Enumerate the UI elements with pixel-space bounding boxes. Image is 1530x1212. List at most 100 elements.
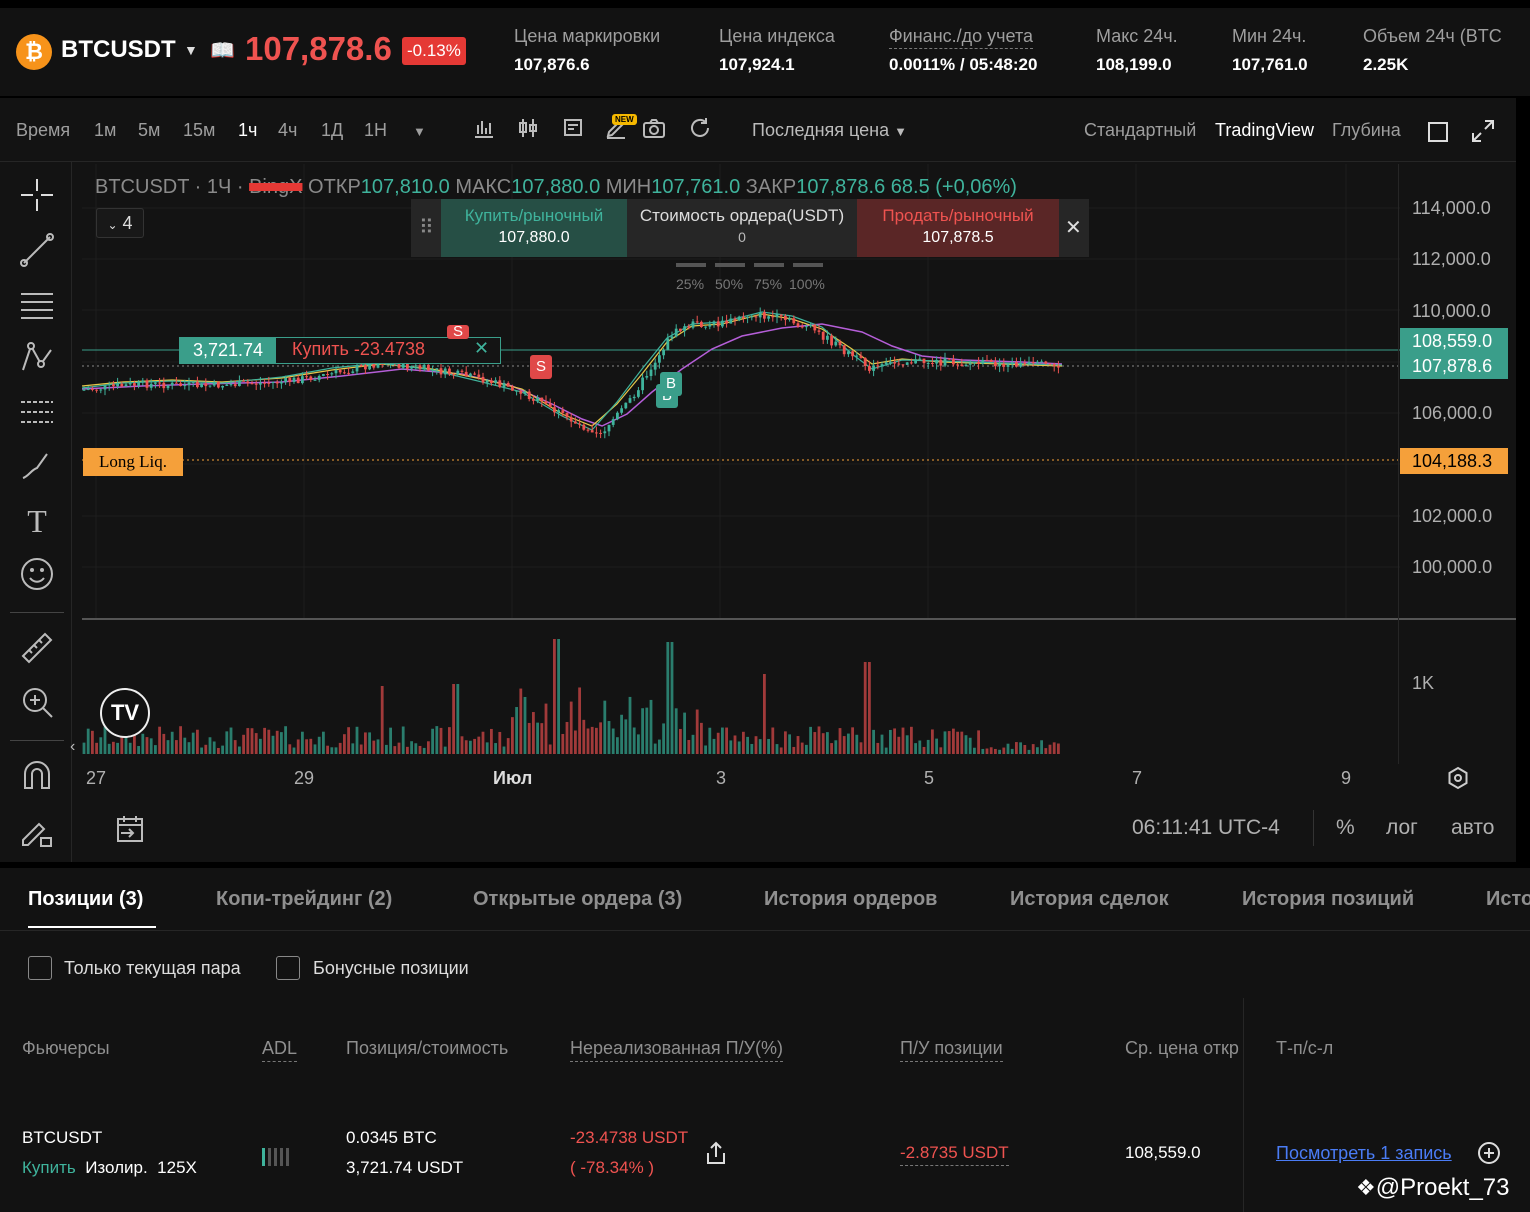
bonus-checkbox[interactable] — [276, 956, 300, 980]
pattern-icon[interactable] — [18, 340, 56, 378]
trendline-icon[interactable] — [18, 232, 56, 270]
auto-toggle[interactable]: авто — [1451, 816, 1495, 839]
add-tpsl-icon[interactable] — [1476, 1140, 1502, 1171]
tab-more[interactable]: Исто — [1486, 888, 1530, 910]
pct-bar-50[interactable] — [715, 263, 745, 267]
pct-label[interactable]: 25% — [676, 276, 705, 292]
view-tradingview[interactable]: TradingView — [1215, 120, 1315, 140]
chart-type-icon[interactable] — [516, 116, 540, 146]
col-unrealized[interactable]: Нереализованная П/У(%) — [570, 1038, 784, 1062]
buy-marker[interactable]: B — [660, 372, 682, 396]
bonus-label[interactable]: Бонусные позиции — [313, 958, 469, 978]
stat-funding[interactable]: Финанс./до учета 0.0011% / 05:48:20 — [889, 26, 1038, 74]
log-toggle[interactable]: лог — [1386, 816, 1418, 839]
sell-marker[interactable]: S — [447, 325, 469, 339]
indicators-collapse-button[interactable]: ⌄ 4 — [96, 208, 144, 238]
sell-marker[interactable]: S — [530, 355, 552, 379]
fullscreen-icon[interactable] — [1470, 118, 1496, 149]
candle-body — [826, 335, 829, 340]
tradingview-logo-icon[interactable]: TV — [100, 688, 150, 738]
goto-date-icon[interactable] — [115, 814, 145, 849]
camera-icon[interactable] — [642, 116, 666, 146]
tab-trade-history[interactable]: История сделок — [1010, 888, 1169, 910]
emoji-icon[interactable] — [18, 556, 56, 594]
candle-body — [985, 359, 989, 361]
drag-handle-icon[interactable]: ⠿ — [419, 217, 434, 239]
template-icon[interactable] — [562, 116, 586, 146]
brush-icon[interactable] — [18, 448, 56, 486]
chevron-down-icon[interactable]: ▼ — [184, 42, 198, 58]
lock-draw-icon[interactable] — [18, 812, 56, 850]
tf-4h[interactable]: 4ч — [278, 120, 298, 140]
pct-bar-75[interactable] — [754, 263, 784, 267]
pct-label[interactable]: 100% — [789, 276, 825, 292]
magnet-icon[interactable] — [18, 758, 56, 796]
candle-body — [179, 383, 182, 386]
fib-icon[interactable] — [18, 394, 56, 432]
volume-bar — [716, 732, 720, 754]
row-position-pnl[interactable]: -2.8735 USDT — [900, 1143, 1009, 1166]
order-value-input[interactable]: Стоимость ордера(USDT) 0 — [639, 206, 845, 245]
crosshair-icon[interactable] — [18, 177, 56, 215]
candle-body — [876, 365, 880, 367]
candle-body — [137, 381, 140, 386]
pct-label[interactable]: 75% — [754, 276, 783, 292]
volume-bar — [149, 738, 153, 754]
tab-copy-trading[interactable]: Копи-трейдинг (2) — [216, 888, 393, 910]
close-icon[interactable]: ✕ — [1065, 217, 1082, 239]
col-position-pnl[interactable]: П/У позиции — [900, 1038, 1003, 1062]
volume-bar — [708, 727, 712, 754]
tf-5m[interactable]: 5м — [138, 120, 161, 140]
candle-body — [242, 380, 245, 382]
view-standard[interactable]: Стандартный — [1084, 120, 1197, 140]
volume-bar — [1010, 748, 1014, 754]
pct-bar-100[interactable] — [793, 263, 823, 267]
book-icon[interactable]: 📖 — [210, 40, 235, 62]
text-tool-icon[interactable]: T — [27, 503, 47, 539]
symbol-selector[interactable]: BTCUSDT — [61, 36, 176, 63]
pct-label[interactable]: 50% — [715, 276, 744, 292]
refresh-icon[interactable] — [688, 116, 712, 146]
price-type-dropdown[interactable]: Последняя цена ▼ — [752, 120, 907, 140]
tf-1d[interactable]: 1Д — [321, 120, 344, 140]
market-sell-button[interactable]: Продать/рыночный 107,878.5 — [857, 199, 1059, 257]
chevron-left-icon[interactable]: ‹ — [70, 738, 76, 755]
tab-position-history[interactable]: История позиций — [1242, 888, 1415, 910]
percent-toggle[interactable]: % — [1336, 816, 1355, 839]
candle-body — [565, 412, 569, 418]
candle-body — [149, 383, 153, 388]
tf-1m[interactable]: 1м — [94, 120, 117, 140]
indicators-icon[interactable] — [472, 116, 496, 146]
share-icon[interactable] — [704, 1140, 728, 1171]
tab-order-history[interactable]: История ордеров — [764, 888, 938, 910]
volume-bar — [1036, 747, 1039, 754]
volume-bar — [212, 741, 216, 754]
volume-bar — [1052, 742, 1056, 754]
pane-divider[interactable] — [82, 618, 1516, 620]
settings-gear-icon[interactable] — [1446, 766, 1470, 795]
market-buy-button[interactable]: Купить/рыночный 107,880.0 — [441, 199, 627, 257]
horizontal-lines-icon[interactable] — [18, 286, 56, 324]
tf-15m[interactable]: 15м — [183, 120, 216, 140]
tab-open-orders[interactable]: Открытые ордера (3) — [473, 888, 683, 910]
row-symbol[interactable]: BTCUSDT — [22, 1128, 103, 1147]
zoom-in-icon[interactable] — [18, 684, 56, 722]
tf-1h[interactable]: 1ч — [238, 120, 258, 140]
square-layout-icon[interactable] — [1428, 122, 1448, 142]
pct-bar-25[interactable] — [676, 263, 706, 267]
view-tpsl-link[interactable]: Посмотреть 1 запись — [1276, 1143, 1452, 1163]
current-pair-label[interactable]: Только текущая пара — [64, 958, 241, 978]
candle-body — [410, 366, 413, 369]
position-line-label[interactable]: 3,721.74 Купить -23.4738 ✕ — [179, 337, 501, 364]
ruler-icon[interactable] — [18, 630, 56, 668]
volume-bar — [754, 736, 758, 754]
candle-body — [674, 328, 678, 337]
tf-dropdown-icon[interactable]: ▼ — [413, 124, 426, 139]
tab-positions[interactable]: Позиции (3) — [28, 888, 144, 910]
tf-1w[interactable]: 1Н — [364, 120, 388, 140]
current-pair-checkbox[interactable] — [28, 956, 52, 980]
view-depth[interactable]: Глубина — [1332, 120, 1401, 140]
volume-bar — [863, 662, 867, 754]
col-adl[interactable]: ADL — [262, 1038, 298, 1062]
close-position-icon[interactable]: ✕ — [474, 338, 490, 358]
